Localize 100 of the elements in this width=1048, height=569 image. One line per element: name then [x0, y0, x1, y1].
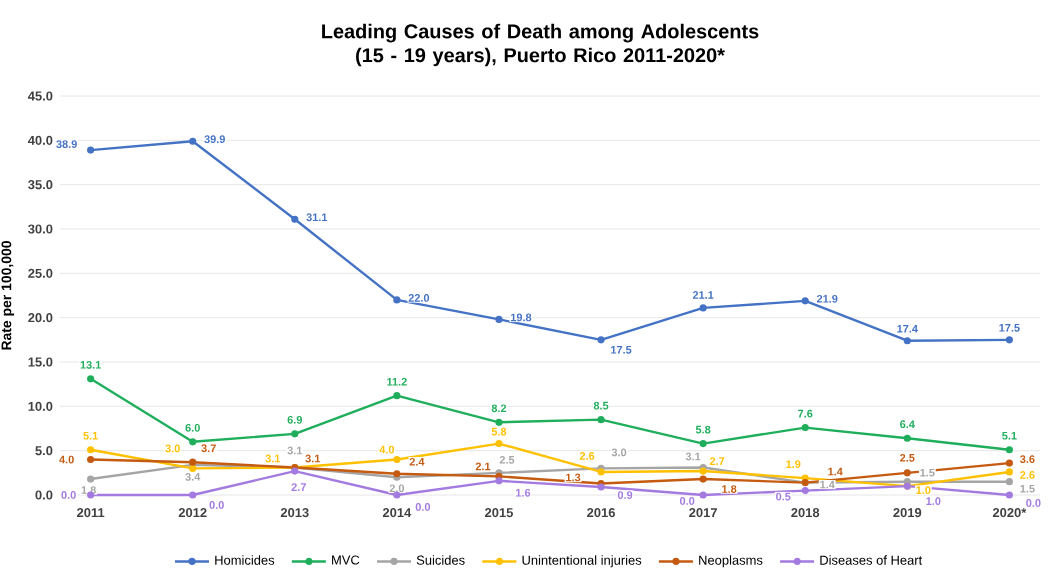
data-label: 3.0: [165, 444, 180, 453]
data-label: 3.4: [185, 472, 201, 481]
chart-title: Leading Causes of Death among Adolescents (15 - 19 years), Puerto Rico 2011-2020*: [322, 23, 759, 67]
data-label: 31.1: [306, 213, 328, 222]
point: [393, 296, 401, 304]
point: [189, 491, 197, 499]
x-tick-label: 2013: [280, 508, 309, 518]
x-tick-label: 2020*: [992, 508, 1027, 518]
point: [1005, 478, 1013, 486]
legend-label: Unintentional injuries: [522, 555, 642, 568]
point: [495, 439, 503, 448]
point: [801, 424, 809, 432]
point: [291, 430, 299, 438]
data-label: 4.0: [379, 445, 395, 454]
data-label: 17.5: [999, 324, 1020, 332]
point: [903, 337, 911, 345]
data-label: 1.6: [516, 488, 531, 497]
data-label: 1.3: [566, 473, 581, 482]
point: [495, 418, 503, 426]
data-label: 0.0: [1026, 499, 1041, 507]
x-tick-label: 2011: [77, 508, 105, 518]
x-tick-label: 2019: [893, 508, 922, 518]
point: [801, 486, 809, 495]
data-label: 8.2: [491, 404, 507, 413]
data-label: 1.4: [828, 467, 843, 476]
point: [597, 483, 605, 491]
legend-label: Homicides: [215, 555, 275, 565]
data-label: 39.9: [204, 135, 225, 144]
data-label: 21.9: [816, 294, 838, 303]
y-tick-label: 30.0: [28, 224, 53, 234]
data-label: 2.6: [1020, 471, 1035, 479]
data-label: 1.5: [920, 468, 935, 477]
x-tick-label: 2012: [178, 508, 207, 518]
data-label: 38.9: [56, 140, 77, 148]
data-label: 0.5: [776, 492, 791, 501]
data-label: 11.2: [387, 377, 407, 386]
point: [393, 455, 401, 464]
point: [87, 146, 95, 154]
y-tick-label: 40.0: [27, 135, 53, 145]
data-label: 5.8: [491, 427, 507, 436]
point: [87, 475, 95, 483]
data-label: 2.7: [291, 483, 306, 491]
data-label: 3.1: [265, 454, 281, 463]
x-tick-label: 2015: [484, 508, 513, 518]
point: [495, 315, 503, 324]
point: [1005, 336, 1013, 344]
point: [1005, 459, 1013, 467]
data-label: 2.4: [409, 457, 425, 466]
data-label: 1.8: [722, 485, 737, 493]
data-label: 0.0: [679, 497, 695, 505]
point: [903, 434, 911, 442]
data-label: 0.0: [415, 503, 431, 511]
data-label: 5.1: [1002, 431, 1017, 440]
point: [1005, 446, 1013, 454]
y-tick-label: 15.0: [28, 357, 53, 367]
point: [189, 137, 197, 145]
data-label: 2.5: [499, 455, 515, 464]
point: [699, 475, 707, 483]
x-tick-label: 2016: [587, 508, 615, 518]
data-label: 0.9: [617, 491, 633, 499]
data-label: 3.1: [685, 452, 701, 461]
y-tick-label: 0.0: [35, 490, 53, 500]
point: [87, 375, 95, 383]
data-label: 6.0: [185, 423, 200, 432]
data-label: 17.5: [611, 346, 632, 354]
point: [699, 304, 707, 312]
point: [597, 416, 605, 424]
data-label: 21.1: [692, 291, 714, 299]
data-label: 22.0: [408, 294, 430, 302]
x-tick-label: 2018: [791, 508, 820, 518]
y-tick-label: 10.0: [28, 401, 53, 411]
y-tick-label: 25.0: [28, 268, 53, 278]
legend-label: Diseases of Heart: [820, 555, 923, 565]
data-label: 3.0: [611, 448, 627, 457]
point: [801, 297, 809, 305]
point: [291, 215, 299, 223]
data-label: 5.8: [695, 425, 711, 434]
point: [903, 469, 911, 477]
data-label: 4.0: [59, 455, 74, 464]
legend-label: Suicides: [416, 555, 465, 565]
data-label: 2.0: [389, 484, 405, 493]
point: [291, 467, 299, 475]
data-label: 6.4: [900, 420, 915, 429]
point: [1005, 491, 1013, 499]
x-tick-label: 2017: [689, 508, 717, 518]
data-label: 1.9: [786, 460, 801, 469]
x-tick-label: 2014: [382, 508, 412, 518]
y-tick-label: 45.0: [27, 91, 53, 101]
data-label: 0.0: [61, 491, 76, 499]
data-label: 5.1: [83, 431, 98, 440]
point: [1005, 468, 1013, 476]
point: [699, 467, 707, 475]
data-label: 2.1: [475, 462, 491, 471]
data-label: 0.0: [209, 501, 224, 509]
data-label: 2.5: [900, 453, 915, 462]
point: [87, 455, 95, 464]
data-label: 6.9: [287, 415, 302, 424]
point: [189, 438, 197, 446]
point: [699, 491, 707, 499]
point: [597, 468, 605, 476]
